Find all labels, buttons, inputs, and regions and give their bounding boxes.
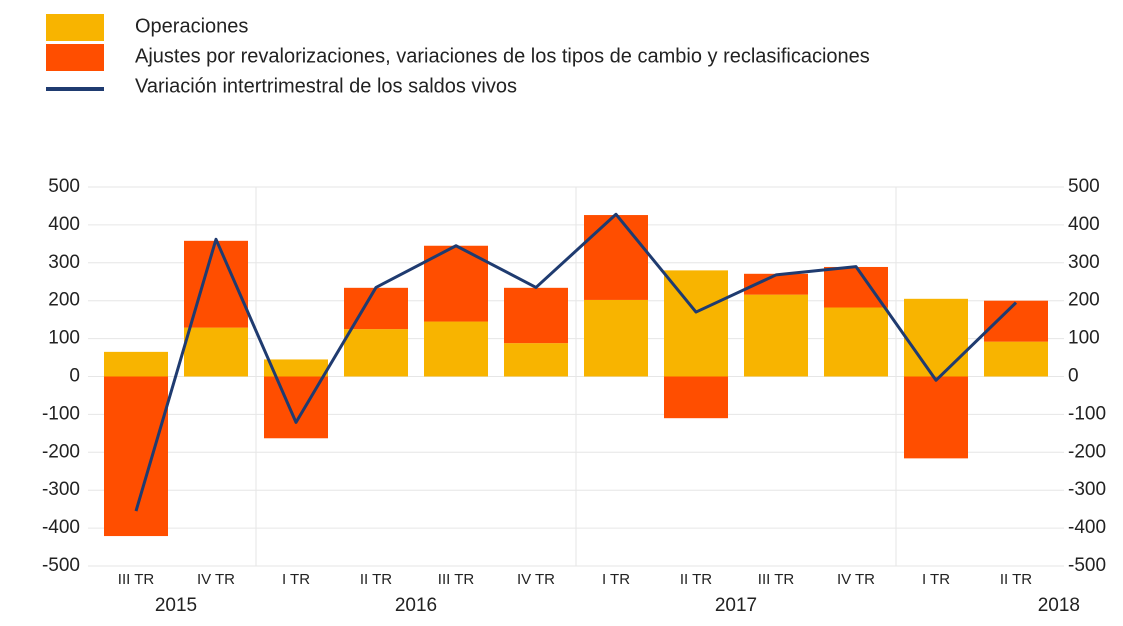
bar bbox=[584, 215, 648, 300]
y2-tick-label: 0 bbox=[1068, 366, 1079, 387]
bar bbox=[344, 329, 408, 377]
bar bbox=[984, 300, 1048, 342]
y2-tick-label: -500 bbox=[1068, 555, 1106, 576]
x-tick-label: IV TR bbox=[197, 571, 235, 588]
x-group-label: 2018 bbox=[1038, 595, 1080, 616]
x-tick-label: II TR bbox=[1000, 571, 1032, 588]
x-tick-label: I TR bbox=[922, 571, 950, 588]
bar bbox=[184, 327, 248, 377]
bar bbox=[904, 298, 968, 377]
y-tick-label: 0 bbox=[69, 366, 80, 387]
x-tick-label: III TR bbox=[438, 571, 475, 588]
y2-tick-label: 300 bbox=[1068, 252, 1100, 273]
x-tick-label: I TR bbox=[282, 571, 310, 588]
legend-swatch bbox=[46, 14, 104, 41]
bar bbox=[104, 376, 168, 537]
x-group-label: 2017 bbox=[715, 595, 757, 616]
y2-tick-label: 100 bbox=[1068, 328, 1100, 349]
bar bbox=[504, 343, 568, 377]
legend-swatch bbox=[46, 44, 104, 71]
y2-tick-label: -300 bbox=[1068, 479, 1106, 500]
y-tick-label: 200 bbox=[48, 290, 80, 311]
x-tick-label: II TR bbox=[360, 571, 392, 588]
y2-tick-label: 200 bbox=[1068, 290, 1100, 311]
y2-tick-label: -400 bbox=[1068, 517, 1106, 538]
legend-label: Variación intertrimestral de los saldos … bbox=[135, 75, 517, 97]
x-tick-label: III TR bbox=[758, 571, 795, 588]
bar bbox=[664, 376, 728, 419]
legend: Operaciones Ajustes por revalorizaciones,… bbox=[46, 14, 870, 97]
y-tick-label: 500 bbox=[48, 176, 80, 197]
x-tick-label: IV TR bbox=[837, 571, 875, 588]
x-group-label: 2016 bbox=[395, 595, 437, 616]
bar bbox=[904, 376, 968, 459]
y-tick-label: -400 bbox=[42, 517, 80, 538]
x-tick-label: II TR bbox=[680, 571, 712, 588]
y-tick-label: -500 bbox=[42, 555, 80, 576]
y-tick-label: -300 bbox=[42, 479, 80, 500]
y2-tick-label: -200 bbox=[1068, 441, 1106, 462]
legend-label: Operaciones bbox=[135, 15, 248, 37]
bar bbox=[984, 341, 1048, 377]
bar bbox=[504, 287, 568, 344]
bar bbox=[824, 307, 888, 377]
y2-tick-label: 500 bbox=[1068, 176, 1100, 197]
line bbox=[134, 212, 1018, 512]
bar bbox=[824, 266, 888, 308]
y-tick-label: 300 bbox=[48, 252, 80, 273]
y2-tick-label: -100 bbox=[1068, 403, 1106, 424]
x-group-label: 2015 bbox=[155, 595, 197, 616]
y-tick-label: 400 bbox=[48, 214, 80, 235]
bar bbox=[264, 359, 328, 377]
bar bbox=[744, 294, 808, 377]
bar bbox=[584, 299, 648, 377]
y2-tick-label: 400 bbox=[1068, 214, 1100, 235]
y-tick-label: -100 bbox=[42, 403, 80, 424]
bar bbox=[424, 321, 488, 377]
bar bbox=[104, 351, 168, 377]
x-tick-label: IV TR bbox=[517, 571, 555, 588]
y-tick-label: -200 bbox=[42, 441, 80, 462]
bar bbox=[744, 273, 808, 295]
legend-label: Ajustes por revalorizaciones, variacione… bbox=[135, 45, 870, 67]
y-tick-label: 100 bbox=[48, 328, 80, 349]
x-tick-label: I TR bbox=[602, 571, 630, 588]
x-tick-label: III TR bbox=[118, 571, 155, 588]
